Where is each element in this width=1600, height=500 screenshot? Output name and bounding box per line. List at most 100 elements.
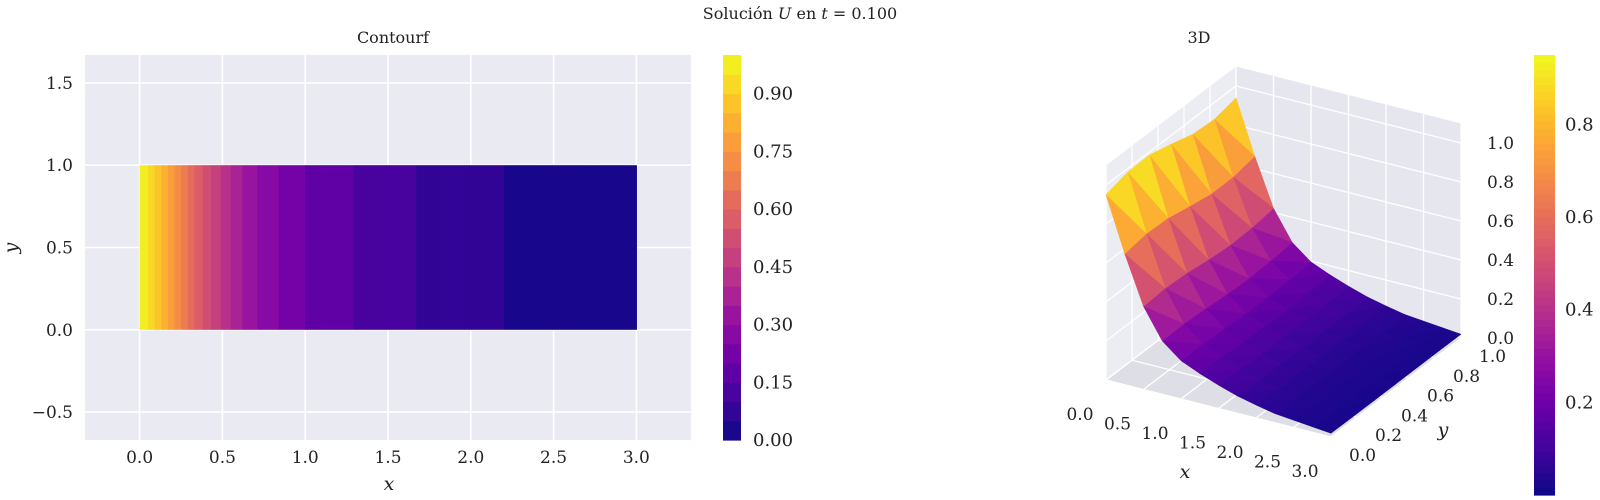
contourf-band: [176, 165, 179, 330]
contourf-band: [426, 165, 429, 330]
contourf-band: [358, 165, 361, 330]
contourf-band: [258, 165, 262, 330]
contourf-band: [141, 165, 144, 330]
contourf-band: [480, 165, 483, 330]
contourf-colorbar-band: [723, 189, 741, 210]
surface3d-colorbar-band: [1534, 333, 1555, 342]
contourf-band: [293, 165, 296, 330]
contourf-band: [634, 165, 637, 330]
contourf-band: [212, 165, 215, 330]
contourf-band: [502, 165, 505, 330]
surface3d-colorbar-band: [1534, 165, 1555, 173]
contourf-band: [464, 165, 467, 330]
contourf-colorbar-band: [723, 209, 741, 229]
surface3d-colorbar-tick-label: 0.2: [1565, 392, 1594, 413]
surface3d-ytick-label: 0.6: [1427, 387, 1454, 407]
contourf-band: [444, 165, 447, 330]
contourf-band: [162, 165, 166, 330]
contourf-ylabel: y: [0, 242, 22, 254]
contourf-band: [603, 165, 606, 330]
contourf-band: [576, 165, 580, 330]
contourf-band: [575, 165, 578, 330]
surface3d-colorbar-band: [1534, 473, 1555, 481]
surface3d-colorbar-band: [1534, 128, 1555, 137]
contourf-band: [361, 165, 364, 330]
surface3d-colorbar-band: [1534, 150, 1555, 159]
contourf-band: [518, 165, 522, 330]
surface3d-colorbar-band: [1534, 179, 1555, 188]
contourf-xtick-label: 1.0: [292, 448, 319, 468]
surface3d-colorbar-band: [1534, 260, 1555, 269]
contourf-band: [550, 165, 553, 330]
contourf-band: [497, 165, 500, 330]
contourf-band: [278, 165, 281, 330]
contourf-band: [566, 165, 570, 330]
contourf-band: [331, 165, 334, 330]
contourf-band: [388, 165, 391, 330]
contourf-band: [235, 165, 238, 330]
contourf-band: [427, 165, 430, 330]
contourf-band: [378, 165, 381, 330]
contourf-band: [613, 165, 616, 330]
surface3d-colorbar: 0.2 0.4 0.6 0.8: [1534, 55, 1594, 496]
contourf-band: [283, 165, 286, 330]
surface3d-facet: [1273, 403, 1316, 421]
contourf-band: [225, 165, 228, 330]
contourf-band: [454, 165, 457, 330]
contourf-band: [609, 165, 613, 330]
contourf-band: [306, 165, 310, 330]
contourf-band: [374, 165, 378, 330]
contourf-band: [353, 165, 356, 330]
contourf-band: [186, 165, 189, 330]
surface3d-colorbar-band: [1534, 363, 1555, 371]
contourf-band: [272, 165, 275, 330]
contourf-band: [376, 165, 379, 330]
contourf-band: [407, 165, 411, 330]
contourf-band: [172, 165, 176, 330]
contourf-band: [326, 165, 329, 330]
surface3d-colorbar-band: [1534, 319, 1555, 327]
surface3d-xtick-label: 1.0: [1141, 424, 1168, 444]
contourf-ytick-label: 1.5: [46, 74, 73, 94]
surface3d-colorbar-band: [1534, 399, 1555, 408]
contourf-band: [545, 165, 548, 330]
contourf-band: [219, 165, 222, 330]
contourf-band: [238, 165, 242, 330]
contourf-band: [591, 165, 594, 330]
contourf-band: [336, 165, 339, 330]
contourf-band: [250, 165, 253, 330]
contourf-band: [397, 165, 401, 330]
contourf-band: [268, 165, 272, 330]
contourf-colorbar-band: [723, 420, 741, 441]
contourf-band: [381, 165, 384, 330]
contourf-band: [222, 165, 225, 330]
contourf-band: [548, 165, 551, 330]
contourf-band: [149, 165, 152, 330]
contourf-band: [513, 165, 517, 330]
surface3d-colorbar-band: [1534, 275, 1555, 283]
surface3d-colorbar-band: [1534, 238, 1555, 247]
contourf-band: [217, 165, 220, 330]
surface3d-facet: [1180, 356, 1223, 374]
contourf-band: [346, 165, 349, 330]
contourf-band: [578, 165, 581, 330]
surface3d-colorbar-band: [1534, 297, 1555, 305]
contourf-colorbar-tick-label: 0.30: [753, 315, 793, 336]
contourf-band: [184, 165, 187, 330]
contourf-band: [424, 165, 427, 330]
contourf-band: [404, 165, 407, 330]
contourf-band: [338, 165, 341, 330]
surface3d-ztick-label: 0.2: [1487, 290, 1514, 310]
surface3d-colorbar-band: [1534, 414, 1555, 423]
contourf-band: [445, 165, 449, 330]
contourf-band: [543, 165, 546, 330]
surface3d-colorbar-band: [1534, 216, 1555, 225]
contourf-band: [452, 165, 455, 330]
contourf-band: [633, 165, 636, 330]
surface3d-facet: [1236, 388, 1278, 406]
contourf-band: [431, 165, 434, 330]
contourf-band: [189, 165, 192, 330]
contourf-band: [295, 165, 298, 330]
contourf-band: [533, 165, 536, 330]
surface3d-colorbar-band: [1534, 231, 1555, 239]
